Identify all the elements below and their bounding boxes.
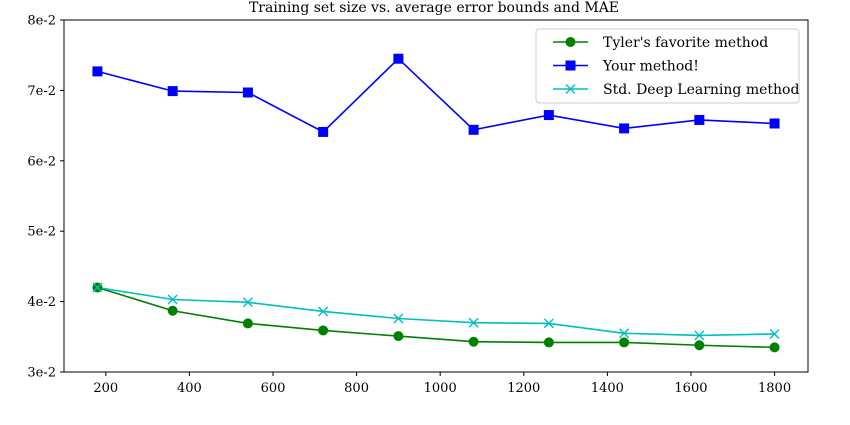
y-tick-label: 4e-2 xyxy=(27,295,56,310)
data-point xyxy=(694,330,705,341)
data-point xyxy=(92,66,103,77)
legend: Tyler's favorite method Your method! Std. … xyxy=(535,28,800,104)
data-point xyxy=(318,306,329,317)
y-tick-label: 5e-2 xyxy=(27,225,56,240)
data-point xyxy=(543,337,554,348)
series-line xyxy=(97,286,775,337)
data-point xyxy=(92,282,103,293)
y-tick-label: 7e-2 xyxy=(27,84,56,99)
data-point xyxy=(167,86,178,97)
data-point xyxy=(393,331,404,342)
legend-box xyxy=(535,28,800,104)
data-point xyxy=(167,305,178,316)
legend-label: Tyler's favorite method xyxy=(603,35,768,51)
y-tick-label: 8e-2 xyxy=(27,14,56,29)
x-tick-label: 600 xyxy=(261,381,286,396)
x-tick-label: 200 xyxy=(93,381,118,396)
x-tick-label: 1800 xyxy=(758,381,791,396)
data-point xyxy=(565,60,576,71)
data-point xyxy=(565,84,576,94)
data-point xyxy=(468,336,479,347)
data-point xyxy=(318,325,329,336)
data-point xyxy=(619,123,630,134)
data-point xyxy=(619,337,630,348)
data-point xyxy=(619,328,630,339)
data-point xyxy=(393,53,404,64)
data-point xyxy=(468,124,479,135)
data-point xyxy=(318,126,329,137)
data-point xyxy=(543,318,554,329)
x-tick-label: 1400 xyxy=(591,381,624,396)
series-line xyxy=(97,286,775,349)
y-tick-label: 6e-2 xyxy=(27,154,56,169)
x-tick-label: 1600 xyxy=(674,381,707,396)
data-point xyxy=(769,328,780,339)
plot-frame xyxy=(63,19,809,373)
data-point xyxy=(242,318,253,329)
data-point xyxy=(393,313,404,324)
data-point xyxy=(242,297,253,308)
data-point xyxy=(242,87,253,98)
series-lines xyxy=(97,57,775,349)
x-tick-label: 1000 xyxy=(424,381,457,396)
data-point xyxy=(769,342,780,353)
series-line xyxy=(97,57,775,133)
data-point xyxy=(565,37,576,47)
x-tick-label: 400 xyxy=(177,381,202,396)
data-point xyxy=(694,340,705,351)
legend-label: Your method! xyxy=(602,59,699,75)
data-point xyxy=(468,317,479,328)
x-tick-label: 1200 xyxy=(507,381,540,396)
axis-ticks: 200 400 600 800 1000 1200 1400 1600 1800 3e-2 4e-2… xyxy=(27,14,791,397)
data-point xyxy=(167,294,178,305)
data-point xyxy=(769,118,780,129)
y-tick-label: 3e-2 xyxy=(27,366,56,381)
x-tick-label: 800 xyxy=(344,381,369,396)
data-point xyxy=(694,114,705,125)
chart-title: Training set size vs. average error boun… xyxy=(249,0,619,16)
data-point xyxy=(543,110,554,121)
series-markers xyxy=(92,53,780,353)
legend-label: Std. Deep Learning method xyxy=(603,82,799,98)
